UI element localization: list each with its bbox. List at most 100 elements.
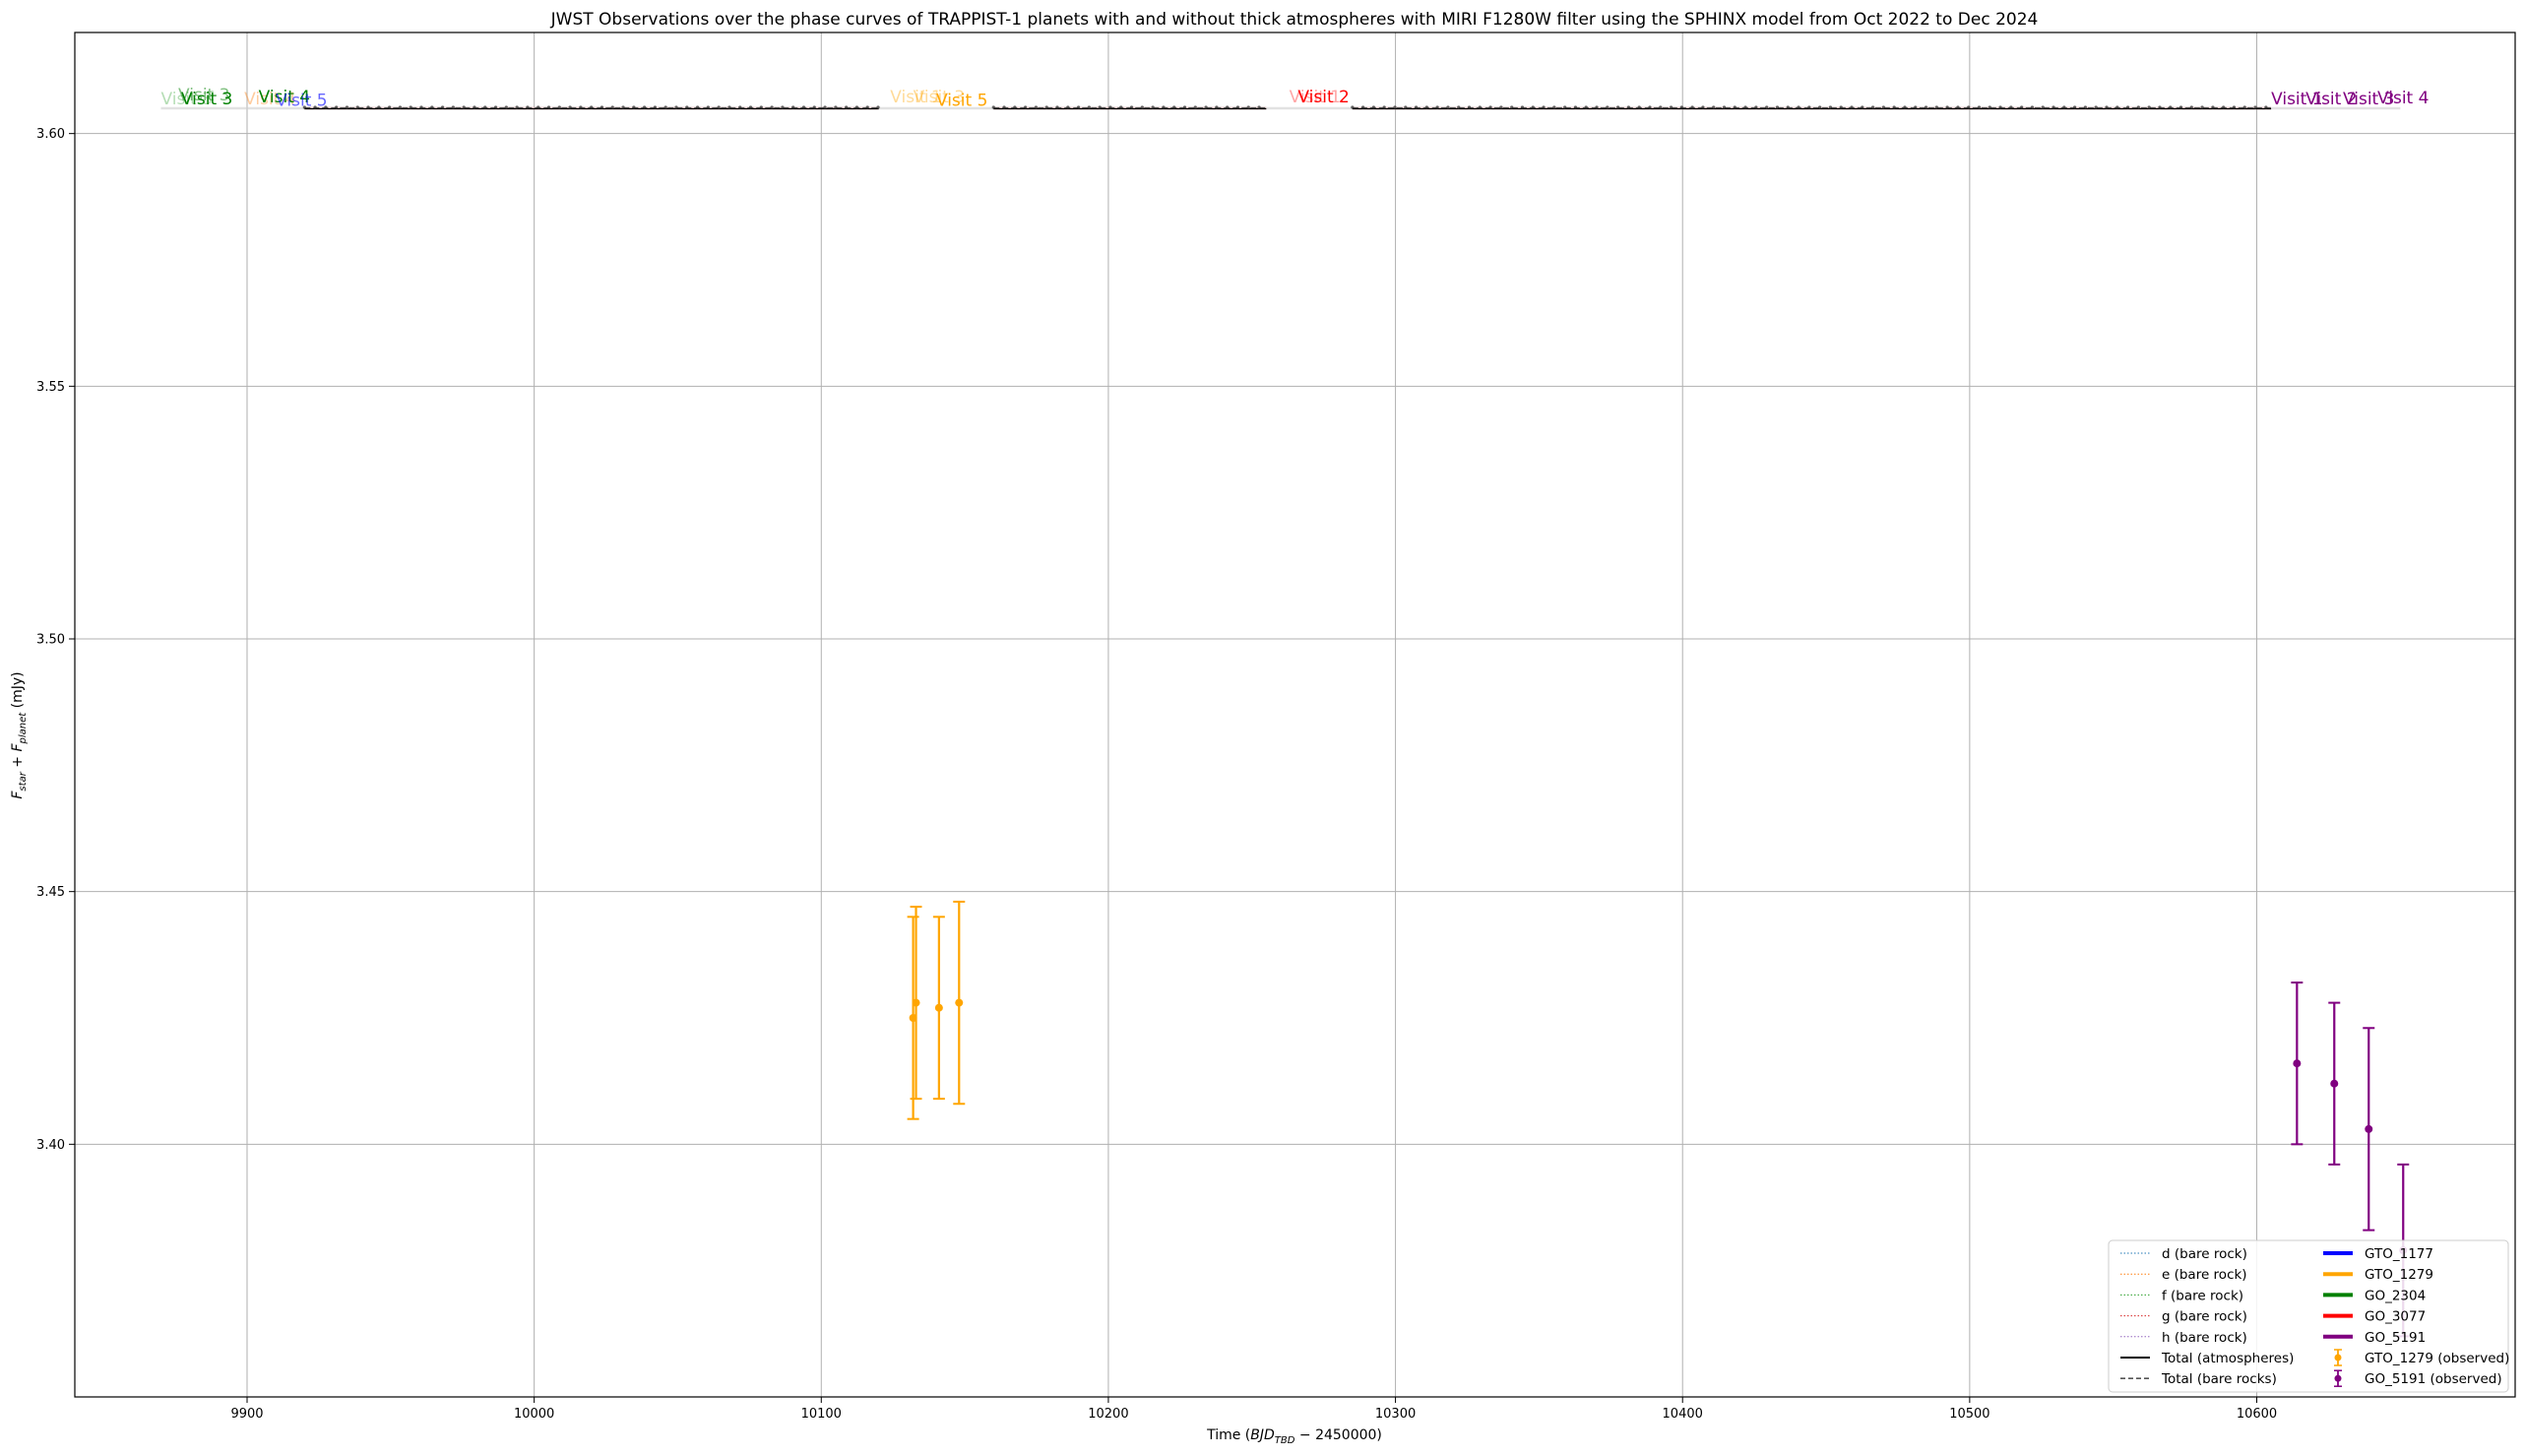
transit-marker <box>2264 105 2268 109</box>
transit-marker <box>834 105 838 109</box>
transit-marker <box>1119 105 1123 109</box>
transit-marker <box>1204 105 1208 109</box>
transit-marker <box>1903 105 1907 109</box>
transit-marker <box>1129 105 1134 109</box>
x-tick-label: 9900 <box>230 1407 263 1422</box>
legend-label: GTO_1177 <box>2365 1246 2433 1262</box>
transit-marker <box>1087 105 1091 109</box>
transit-marker <box>1140 105 1144 109</box>
y-tick-label: 3.50 <box>36 633 65 648</box>
transit-marker <box>812 105 816 109</box>
transit-marker <box>515 105 519 109</box>
transit-marker <box>557 105 561 109</box>
transit-marker <box>1435 105 1439 109</box>
transit-marker <box>526 105 530 109</box>
transit-marker <box>1850 105 1854 109</box>
legend-label: f (bare rock) <box>2162 1288 2243 1303</box>
transit-marker <box>1563 105 1567 109</box>
transit-marker <box>1162 105 1166 109</box>
observed-point <box>2330 1079 2339 1088</box>
legend-label: GO_3077 <box>2365 1309 2426 1325</box>
transit-marker <box>1066 105 1070 109</box>
transit-marker <box>2105 105 2109 109</box>
transit-marker <box>854 105 859 109</box>
y-tick-label: 3.55 <box>36 380 65 395</box>
visit-annotation: Visit 3 <box>178 86 229 105</box>
transit-marker <box>1839 105 1843 109</box>
visit-annotation: Visit 3 <box>914 88 965 107</box>
transit-marker <box>1743 105 1747 109</box>
legend-label: h (bare rock) <box>2162 1330 2247 1346</box>
transit-marker <box>791 105 795 109</box>
transit-marker <box>537 105 540 109</box>
visit-annotation: Visit 1 <box>890 88 941 107</box>
transit-marker <box>1701 105 1705 109</box>
transit-marker <box>1024 105 1028 109</box>
transit-marker <box>1775 105 1780 109</box>
transit-marker <box>2158 105 2162 109</box>
chart-title: JWST Observations over the phase curves … <box>550 10 2039 30</box>
legend-label: GTO_1279 <box>2365 1267 2433 1283</box>
transit-marker <box>1520 105 1525 109</box>
transit-marker <box>1467 105 1472 109</box>
transit-marker <box>1934 105 1938 109</box>
transit-marker <box>1659 105 1663 109</box>
legend-label: GO_5191 <box>2365 1330 2426 1346</box>
legend-box <box>2108 1239 2509 1393</box>
transit-marker <box>1013 105 1017 109</box>
transit-marker <box>695 105 700 109</box>
transit-marker <box>1235 105 1240 109</box>
transit-marker <box>2222 105 2226 109</box>
transit-marker <box>801 105 806 109</box>
transit-marker <box>1637 105 1641 109</box>
visit-annotation: Visit 2 <box>1297 88 1349 107</box>
y-axis: 3.40 3.45 3.50 3.55 3.60 <box>36 127 75 1153</box>
transit-marker <box>845 105 849 109</box>
transit-marker <box>1404 105 1408 109</box>
transit-marker <box>2147 105 2151 109</box>
transit-marker <box>1998 105 2002 109</box>
transit-marker <box>2020 105 2024 109</box>
transit-marker <box>546 105 551 109</box>
legend-point-handle <box>2334 1354 2342 1361</box>
transit-marker <box>355 105 359 109</box>
legend-label: GO_2304 <box>2365 1288 2426 1303</box>
transit-marker <box>1573 105 1578 109</box>
transit-marker <box>1733 105 1736 109</box>
transit-marker <box>600 105 604 109</box>
y-tick-label: 3.40 <box>36 1138 65 1153</box>
transit-marker <box>1828 105 1833 109</box>
visit-annotation: Visit 2 <box>2305 90 2357 109</box>
transit-marker <box>823 105 827 109</box>
transit-marker <box>2009 105 2013 109</box>
transit-marker <box>1414 105 1419 109</box>
transit-marker <box>1807 105 1811 109</box>
transit-marker <box>1722 105 1727 109</box>
transit-marker <box>388 105 392 109</box>
transit-marker <box>738 105 742 109</box>
transit-marker <box>1892 105 1896 109</box>
transit-marker <box>493 105 498 109</box>
transit-marker <box>1361 105 1365 109</box>
visit-annotation: Visit 3 <box>160 90 212 109</box>
transit-marker <box>1108 105 1112 109</box>
x-tick-label: 10300 <box>1375 1407 1416 1422</box>
visit-annotation: Visit 3 <box>2343 90 2394 109</box>
transit-marker <box>1457 105 1461 109</box>
transit-marker <box>440 105 445 109</box>
transit-marker <box>1382 105 1386 109</box>
transit-marker <box>2115 105 2119 109</box>
transit-marker <box>451 105 455 109</box>
visit-annotation: Visit 3 <box>181 90 232 109</box>
transit-marker <box>770 105 774 109</box>
transit-marker <box>1002 105 1006 109</box>
x-tick-label: 10100 <box>801 1407 842 1422</box>
transit-marker <box>1818 105 1822 109</box>
transit-marker <box>1870 105 1875 109</box>
transit-marker <box>1351 105 1355 109</box>
x-tick-label: 10000 <box>514 1407 554 1422</box>
x-tick-label: 10500 <box>1949 1407 1989 1422</box>
transit-marker <box>1424 105 1428 109</box>
legend-label: Total (bare rocks) <box>2161 1371 2277 1387</box>
